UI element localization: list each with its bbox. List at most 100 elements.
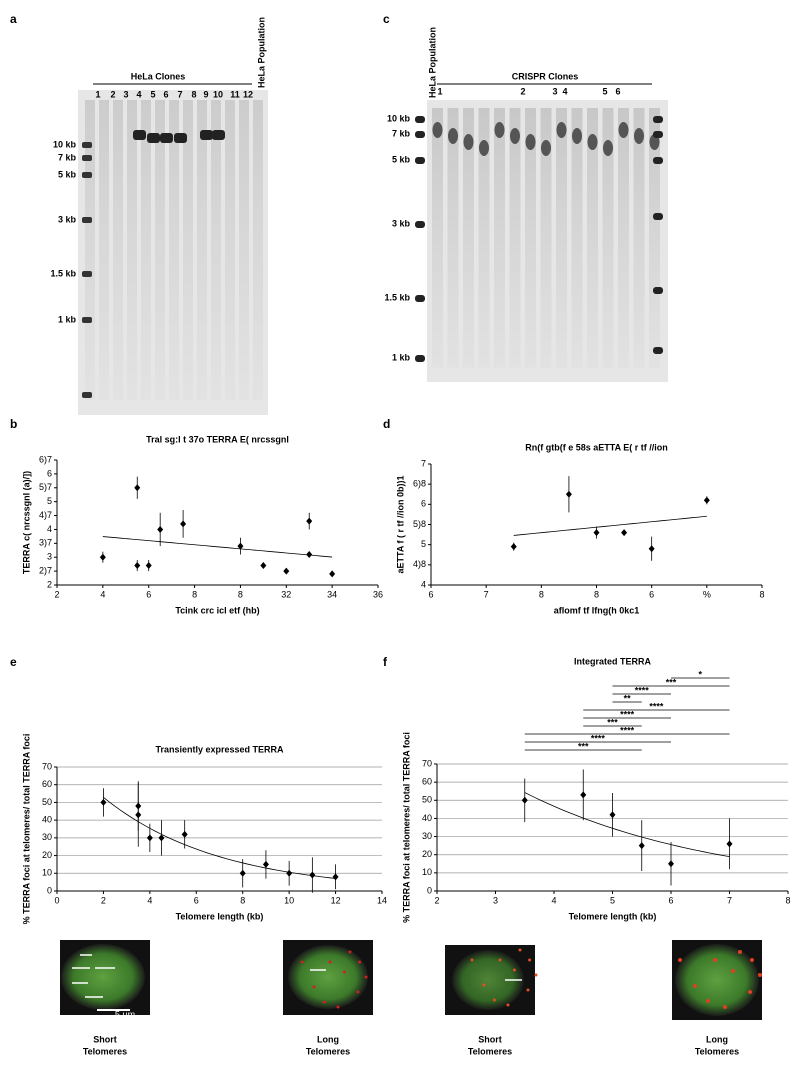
focus bbox=[731, 969, 735, 973]
lane bbox=[183, 100, 193, 400]
significance: **** bbox=[620, 725, 635, 735]
point bbox=[309, 871, 316, 879]
focus bbox=[328, 960, 332, 964]
y-tick-label: 3 bbox=[47, 552, 52, 562]
ladder-band bbox=[415, 116, 425, 123]
lane-label: 3 bbox=[123, 89, 128, 99]
y-tick-label: 40 bbox=[422, 813, 432, 823]
band bbox=[463, 134, 474, 150]
y-tick-label: 4)8 bbox=[413, 559, 426, 569]
y-tick-label: 0 bbox=[47, 885, 52, 895]
point bbox=[135, 811, 142, 819]
lane-label: 4 bbox=[562, 86, 567, 96]
x-tick-label: 8 bbox=[759, 589, 764, 599]
point bbox=[726, 840, 733, 848]
x-tick-label: 7 bbox=[727, 895, 732, 905]
size-marker: 7 kb bbox=[392, 128, 411, 138]
focus bbox=[470, 958, 474, 962]
significance: *** bbox=[666, 677, 677, 687]
ladder-band bbox=[82, 271, 92, 277]
x-axis-label: Tcink crc icl etf (hb) bbox=[175, 605, 259, 615]
point bbox=[306, 517, 313, 525]
focus bbox=[750, 958, 754, 962]
focus bbox=[348, 950, 352, 954]
y-tick-label: 70 bbox=[42, 761, 52, 771]
y-tick-label: 70 bbox=[422, 758, 432, 768]
y-tick-label: 5 bbox=[47, 496, 52, 506]
trendline bbox=[513, 515, 707, 536]
point bbox=[158, 834, 165, 842]
significance: * bbox=[698, 669, 702, 679]
point bbox=[99, 553, 106, 561]
band bbox=[200, 130, 213, 140]
band bbox=[479, 140, 489, 156]
size-marker: 5 kb bbox=[58, 169, 77, 179]
chart-title: Integrated TERRA bbox=[574, 656, 652, 666]
point bbox=[239, 869, 246, 877]
lane-label: 8 bbox=[191, 89, 196, 99]
point bbox=[180, 520, 187, 528]
x-tick-label: 6 bbox=[146, 589, 151, 599]
ladder-band bbox=[82, 317, 92, 323]
point bbox=[648, 545, 655, 553]
lane bbox=[211, 100, 221, 400]
focus bbox=[300, 960, 304, 964]
point bbox=[565, 490, 572, 498]
lane-label: 5 bbox=[150, 89, 155, 99]
band bbox=[556, 122, 567, 138]
point bbox=[134, 484, 141, 492]
size-marker: 5 kb bbox=[392, 154, 411, 164]
band bbox=[618, 122, 629, 138]
point bbox=[145, 562, 152, 570]
band bbox=[525, 134, 536, 150]
cell bbox=[452, 950, 524, 1010]
x-axis-label: Telomere length (kb) bbox=[176, 911, 264, 921]
focus bbox=[336, 1005, 340, 1009]
micrograph-label: Telomeres bbox=[695, 1046, 739, 1056]
x-tick-label: 3 bbox=[493, 895, 498, 905]
panel-label: c bbox=[383, 12, 390, 26]
point bbox=[283, 567, 290, 575]
x-tick-label: 6 bbox=[194, 895, 199, 905]
trendline bbox=[102, 536, 333, 558]
y-tick-label: 6)8 bbox=[413, 479, 426, 489]
size-marker: 1 kb bbox=[392, 352, 411, 362]
focus bbox=[498, 958, 502, 962]
ladder-band bbox=[653, 347, 663, 354]
significance: ** bbox=[624, 693, 632, 703]
micrograph-label: Short bbox=[478, 1034, 502, 1044]
lane-label: 12 bbox=[243, 89, 253, 99]
point bbox=[510, 543, 517, 551]
trendline bbox=[524, 792, 730, 858]
focus bbox=[482, 983, 486, 987]
y-tick-label: 50 bbox=[42, 797, 52, 807]
focus bbox=[364, 975, 368, 979]
group-label: HeLa Clones bbox=[131, 71, 186, 81]
lane-label: 4 bbox=[136, 89, 141, 99]
focus bbox=[748, 990, 752, 994]
y-tick-label: 50 bbox=[422, 795, 432, 805]
band bbox=[147, 133, 160, 143]
x-tick-label: 4 bbox=[100, 589, 105, 599]
band bbox=[494, 122, 505, 138]
lane bbox=[463, 108, 474, 368]
y-tick-label: 5)7 bbox=[39, 482, 52, 492]
focus bbox=[713, 958, 717, 962]
significance: **** bbox=[620, 709, 635, 719]
x-tick-label: 8 bbox=[594, 589, 599, 599]
ladder-band bbox=[653, 213, 663, 220]
significance: **** bbox=[635, 685, 650, 695]
band bbox=[587, 134, 598, 150]
y-tick-label: 4 bbox=[421, 579, 426, 589]
focus bbox=[342, 970, 346, 974]
point bbox=[609, 811, 616, 819]
focus bbox=[528, 958, 532, 962]
size-marker: 1.5 kb bbox=[384, 292, 410, 302]
y-tick-label: 5 bbox=[421, 539, 426, 549]
focus bbox=[526, 988, 530, 992]
y-tick-label: 3)7 bbox=[39, 538, 52, 548]
point bbox=[306, 550, 313, 558]
y-tick-label: 20 bbox=[42, 850, 52, 860]
point bbox=[146, 834, 153, 842]
